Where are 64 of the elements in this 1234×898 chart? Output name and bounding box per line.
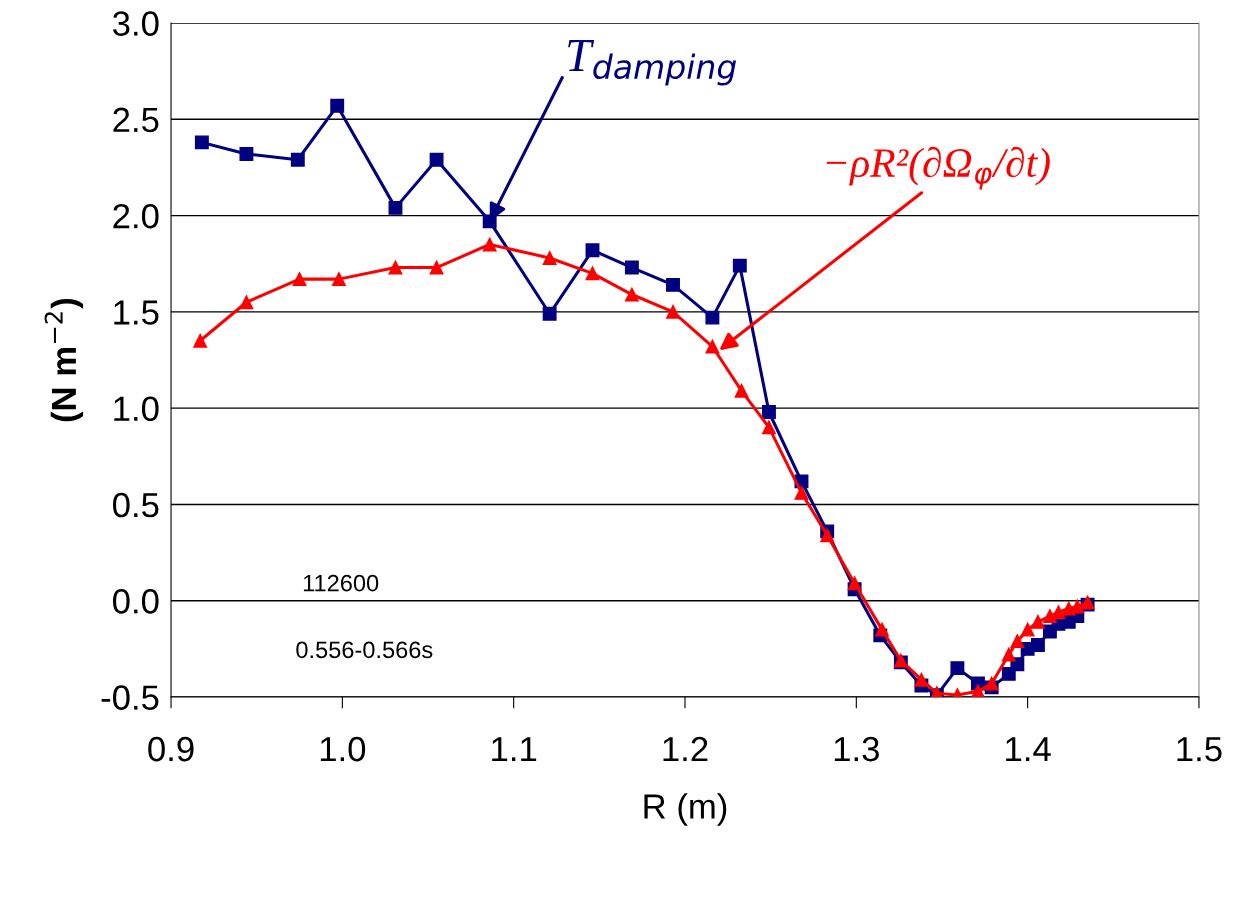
point [542, 250, 557, 265]
x-tick-label: 1.1 [492, 737, 537, 762]
y-tick-label: 0.5 [113, 492, 159, 518]
annotation: 112600 [303, 574, 379, 592]
point [1030, 614, 1045, 629]
point [705, 339, 720, 354]
y-tick-label: 2.5 [113, 107, 159, 133]
y-axis-title: (N m$^{−2}$) [44, 298, 84, 422]
y-tick-label: -0.5 [101, 685, 159, 710]
x-tick-label: 1.5 [1177, 737, 1222, 762]
x-tick-label: 1.4 [1006, 737, 1051, 762]
annotation: 0.556-0.566s [296, 641, 433, 659]
point [292, 272, 307, 287]
x-tick-label: 0.9 [148, 736, 194, 762]
point [429, 260, 444, 275]
x-tick-label: 1.3 [834, 736, 879, 762]
y-tick-label: 3.0 [112, 11, 159, 36]
point [624, 287, 639, 302]
point [1001, 647, 1016, 662]
point [705, 310, 720, 325]
point [950, 661, 965, 676]
y-tick-label: 1.0 [114, 396, 159, 422]
point [666, 277, 680, 292]
x-axis-title: R (m) [644, 793, 727, 826]
x-tick-label: 1.2 [663, 736, 708, 762]
point [585, 266, 600, 281]
point [482, 237, 497, 252]
point [542, 306, 557, 321]
point [1010, 634, 1025, 649]
point [914, 672, 929, 687]
point [971, 684, 985, 698]
point [794, 485, 809, 500]
point [1020, 622, 1035, 637]
point [331, 272, 346, 287]
point [1030, 638, 1045, 652]
point [734, 383, 749, 398]
point [585, 243, 600, 258]
point [388, 260, 403, 275]
point [666, 304, 680, 319]
point [193, 333, 208, 348]
point [290, 152, 305, 167]
point [429, 152, 444, 167]
y-tick-label: 2.0 [113, 203, 159, 229]
point [847, 576, 862, 591]
point [732, 258, 747, 273]
point [388, 200, 403, 215]
annotation: −ρR²(∂Ω$_{φ}$/∂t) [826, 146, 1050, 190]
x-tick-label: 1.0 [320, 736, 366, 762]
annotation: T$_{damping}$ [568, 39, 737, 86]
point [624, 260, 639, 275]
point [239, 146, 254, 161]
y-tick-label: 1.5 [114, 300, 159, 325]
point [984, 676, 999, 691]
point [761, 405, 776, 419]
point [1042, 609, 1057, 624]
point [1001, 666, 1016, 681]
point [820, 528, 835, 543]
point [875, 622, 889, 637]
point [761, 420, 776, 435]
point [1051, 605, 1066, 620]
y-tick-label: 0.0 [113, 589, 159, 614]
point [194, 135, 209, 150]
point [239, 295, 254, 310]
point [330, 98, 345, 113]
